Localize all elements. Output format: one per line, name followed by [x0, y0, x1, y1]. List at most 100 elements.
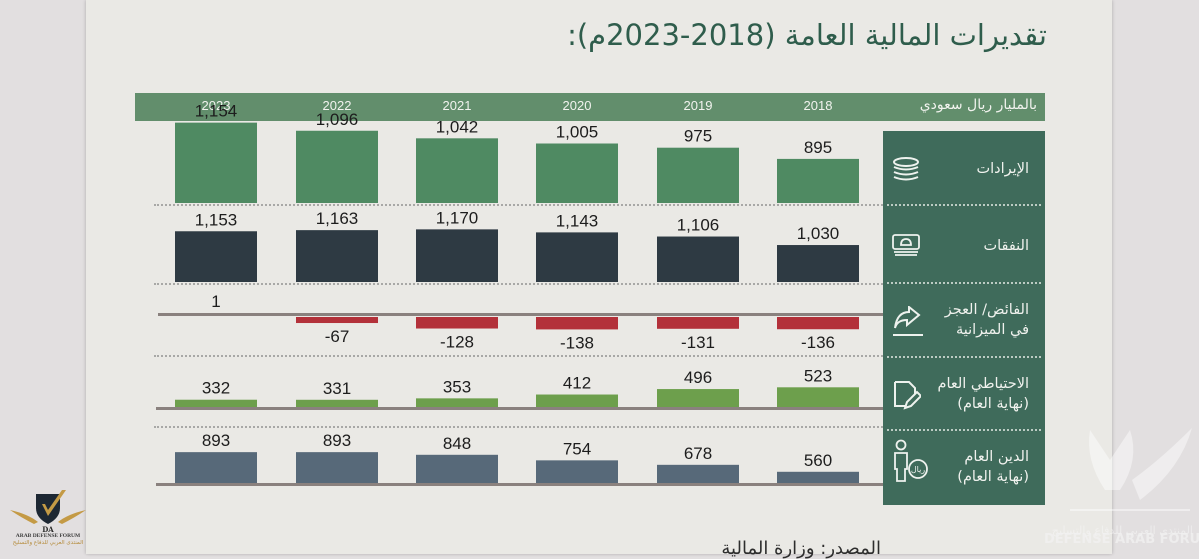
bar-expenditures-2020	[536, 232, 618, 282]
watermark-caption-en: ARAB DEFENSE FORUM	[15, 533, 81, 539]
svg-text:DA: DA	[42, 525, 54, 534]
bar-balance-2018	[777, 317, 859, 330]
bar-revenues-2023	[175, 122, 257, 203]
bar-revenues-2020	[536, 143, 618, 203]
bar-reserves-2021	[416, 398, 498, 407]
watermark-right-ar: المنتدى العربي للدفاع والتسليح	[1051, 524, 1193, 537]
value-label-reserves-2022: 331	[323, 379, 351, 398]
value-label-revenues-2021: 1,042	[436, 117, 479, 136]
svg-text:ريال: ريال	[911, 465, 925, 474]
panel-divider	[887, 356, 1041, 358]
value-label-reserves-2018: 523	[804, 366, 832, 385]
bar-reserves-2022	[296, 399, 378, 407]
year-header-bar: 2023 2022 2021 2020 2019 2018 بالمليار ر…	[135, 93, 1045, 121]
row-label-balance: الفائض/ العجز في الميزانية	[883, 284, 1045, 356]
bar-reserves-2018	[777, 387, 859, 407]
bar-expenditures-2019	[657, 236, 739, 282]
value-label-expenditures-2022: 1,163	[316, 209, 359, 228]
year-header-2018: 2018	[803, 98, 833, 113]
row-separator	[154, 283, 883, 285]
value-label-revenues-2019: 975	[684, 127, 712, 146]
cash-bundle-icon	[891, 232, 921, 260]
year-header-2023: 2023	[201, 98, 231, 113]
value-label-expenditures-2020: 1,143	[556, 211, 599, 230]
bar-debt-2022	[296, 452, 378, 483]
bar-debt-2019	[657, 464, 739, 483]
value-label-expenditures-2019: 1,106	[677, 216, 720, 235]
coins-stack-icon	[891, 157, 921, 187]
document-pencil-icon	[891, 378, 923, 414]
bar-debt-2023	[175, 452, 257, 483]
value-label-debt-2019: 678	[684, 444, 712, 463]
balance-zero-axis	[158, 313, 883, 316]
bar-revenues-2021	[416, 138, 498, 203]
panel-divider	[887, 429, 1041, 431]
year-header-2021: 2021	[442, 98, 472, 113]
source-note: المصدر: وزارة المالية	[721, 538, 881, 559]
year-header-2022: 2022	[322, 98, 352, 113]
watermark-logo-left: DA ARAB DEFENSE FORUM المنتدى العربي للد…	[8, 488, 88, 552]
bar-reserves-2023	[175, 399, 257, 407]
value-label-reserves-2021: 353	[443, 377, 471, 396]
value-label-debt-2021: 848	[443, 434, 471, 453]
watermark-right-en: DEFENSE ARAB FORUM	[1044, 532, 1199, 547]
bar-debt-2021	[416, 454, 498, 483]
value-label-balance-2021: -128	[440, 333, 474, 352]
reserves-baseline	[156, 407, 883, 410]
value-label-revenues-2020: 1,005	[556, 123, 599, 142]
value-label-debt-2022: 893	[323, 431, 351, 450]
bar-revenues-2022	[296, 130, 378, 203]
winged-emblem-icon	[1070, 428, 1192, 511]
value-label-revenues-2022: 1,096	[316, 110, 359, 129]
shield-wings-icon: DA	[10, 490, 86, 534]
value-label-balance-2022: -67	[325, 327, 350, 346]
row-label-debt: ريال الدين العام (نهاية العام)	[883, 431, 1045, 505]
watermark-logo-right: المنتدى العربي للدفاع والتسليح	[1052, 420, 1199, 554]
value-label-balance-2018: -136	[801, 333, 835, 352]
bar-expenditures-2023	[175, 231, 257, 282]
bar-expenditures-2022	[296, 230, 378, 282]
bar-balance-2021	[416, 317, 498, 329]
bar-reserves-2020	[536, 394, 618, 407]
row-label-text: الاحتياطي العام	[937, 376, 1029, 392]
unit-label: بالمليار ريال سعودي	[919, 97, 1037, 113]
row-label-subtext: (نهاية العام)	[957, 469, 1029, 485]
bar-expenditures-2018	[777, 245, 859, 282]
page-title: تقديرات المالية العامة (2018-2023م):	[567, 18, 1047, 52]
value-label-reserves-2020: 412	[563, 374, 591, 393]
row-label-subtext: (نهاية العام)	[957, 396, 1029, 412]
row-separator	[154, 355, 883, 357]
debt-baseline	[156, 483, 883, 486]
value-label-revenues-2023: 1,154	[195, 102, 238, 121]
value-label-reserves-2023: 332	[202, 379, 230, 398]
row-label-text: الإيرادات	[976, 161, 1030, 177]
row-separator	[154, 204, 883, 206]
row-label-text: الدين العام	[964, 449, 1029, 465]
bar-revenues-2018	[777, 158, 859, 203]
value-label-debt-2018: 560	[804, 451, 832, 470]
value-label-reserves-2019: 496	[684, 368, 712, 387]
bar-reserves-2019	[657, 389, 739, 407]
bar-balance-2019	[657, 317, 739, 329]
watermark-caption-ar: المنتدى العربي للدفاع والتسليح	[12, 540, 84, 546]
bar-expenditures-2021	[416, 229, 498, 282]
row-label-subtext: في الميزانية	[955, 322, 1029, 338]
value-label-expenditures-2023: 1,153	[195, 210, 238, 229]
row-separator	[154, 426, 883, 428]
value-label-debt-2023: 893	[202, 431, 230, 450]
bar-debt-2018	[777, 471, 859, 483]
value-label-balance-2023: 1	[211, 292, 220, 311]
row-label-revenues: الإيرادات	[883, 131, 1045, 204]
year-header-2020: 2020	[562, 98, 592, 113]
value-label-balance-2019: -131	[681, 333, 715, 352]
person-riyal-icon: ريال	[891, 439, 929, 487]
row-label-panel: الإيرادات النفقات الفائض/ العجز في الميز…	[883, 131, 1045, 505]
year-header-2019: 2019	[683, 98, 713, 113]
value-label-debt-2020: 754	[563, 439, 591, 458]
bar-revenues-2019	[657, 147, 739, 203]
bar-debt-2020	[536, 460, 618, 483]
value-label-expenditures-2018: 1,030	[797, 224, 840, 243]
panel-divider	[887, 204, 1041, 206]
value-label-revenues-2018: 895	[804, 138, 832, 157]
